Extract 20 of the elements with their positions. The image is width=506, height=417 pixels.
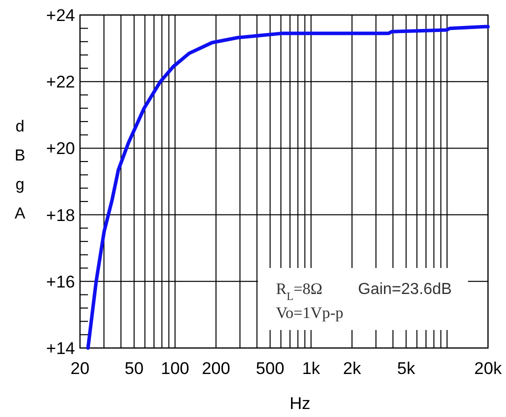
x-tick-label: 1k (302, 359, 321, 378)
x-tick-label: 2k (343, 359, 362, 378)
x-tick-label: 500 (256, 359, 284, 378)
y-tick-label: +22 (46, 72, 75, 92)
x-tick-label: 50 (124, 359, 144, 378)
x-tick-label: 20k (474, 359, 502, 378)
annotation: Vo=1Vp-p (276, 305, 344, 322)
y-tick-label: +24 (46, 6, 75, 25)
y-tick-label: +16 (46, 272, 75, 292)
x-axis-title: Hz (290, 394, 310, 413)
y-tick-label: +14 (46, 339, 75, 358)
annotation: R$_{L}$=8Ω (276, 281, 323, 303)
x-tick-label: 20 (70, 359, 90, 378)
y-axis-title: dBgA (14, 118, 26, 222)
annotation: Gain=23.6dB (358, 281, 452, 298)
x-tick-label: 100 (160, 359, 190, 378)
y-tick-label: +18 (46, 206, 75, 225)
x-tick-label: 200 (202, 359, 230, 378)
x-tick-label: 5k (397, 359, 416, 378)
y-tick-label: +20 (46, 139, 75, 158)
